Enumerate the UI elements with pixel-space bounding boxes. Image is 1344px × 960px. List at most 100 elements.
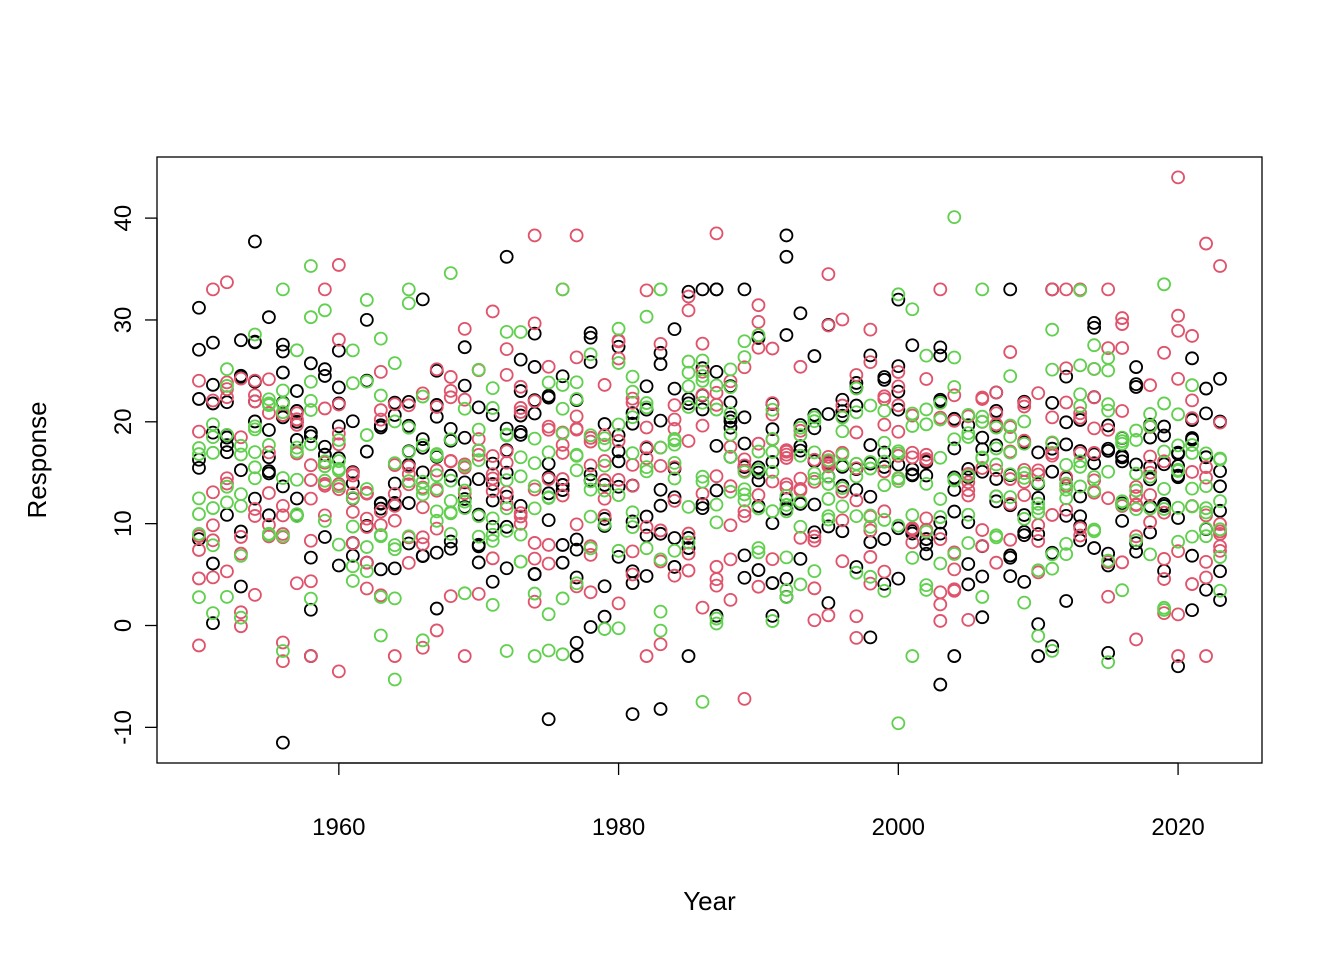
scatter-point [192, 543, 206, 557]
scatter-point [1073, 406, 1088, 421]
scatter-point [905, 450, 920, 465]
y-tick-label: 10 [110, 510, 137, 537]
scatter-point [206, 425, 220, 440]
scatter-point [765, 504, 780, 519]
scatter-point [975, 282, 990, 297]
scatter-point [275, 282, 290, 297]
scatter-point [611, 454, 626, 469]
scatter-point [751, 462, 766, 477]
scatter-point [1115, 494, 1130, 509]
scatter-point [303, 429, 318, 444]
scatter-point [373, 504, 388, 519]
scatter-point [919, 546, 934, 561]
scatter-point [1101, 441, 1116, 456]
scatter-point [905, 526, 920, 541]
scatter-point [583, 434, 598, 449]
scatter-point [555, 477, 570, 492]
scatter-point [331, 537, 346, 552]
scatter-point [303, 649, 318, 663]
scatter-point [681, 649, 696, 663]
scatter-point [611, 321, 626, 336]
scatter-point [415, 481, 430, 496]
scatter-point [653, 552, 668, 567]
scatter-point [737, 570, 752, 585]
scatter-point [863, 535, 878, 549]
scatter-point [1129, 483, 1144, 498]
scatter-point [220, 495, 234, 510]
scatter-point [905, 406, 920, 421]
y-tick-label: -10 [110, 710, 137, 745]
scatter-point [877, 513, 892, 527]
scatter-point [1087, 483, 1102, 498]
scatter-point [499, 473, 514, 488]
scatter-point [807, 349, 822, 363]
scatter-point [457, 494, 472, 509]
scatter-point [961, 407, 976, 422]
scatter-point [541, 419, 556, 434]
scatter-point [499, 342, 514, 357]
scatter-point [485, 511, 500, 526]
scatter-point [1017, 399, 1032, 414]
scatter-point [1031, 467, 1046, 482]
scatter-point [1059, 536, 1074, 551]
x-tick-label: 1980 [592, 814, 645, 841]
scatter-point [345, 476, 360, 491]
scatter-point [905, 468, 920, 483]
scatter-point [248, 388, 262, 403]
scatter-point [1129, 498, 1144, 512]
scatter-point [1059, 547, 1074, 561]
scatter-point [541, 375, 556, 390]
scatter-point [234, 524, 248, 539]
scatter-point [849, 376, 864, 390]
scatter-point [779, 550, 794, 565]
scatter-point [303, 473, 318, 487]
scatter-point [807, 497, 822, 512]
scatter-point [513, 554, 528, 569]
scatter-point [569, 649, 584, 663]
scatter-point [471, 362, 486, 377]
scatter-point [821, 608, 836, 623]
scatter-point [1185, 499, 1199, 514]
scatter-point [1185, 438, 1199, 452]
scatter-point [905, 508, 920, 522]
scatter-point [947, 583, 962, 598]
scatter-point [709, 559, 724, 574]
scatter-point [499, 368, 514, 382]
scatter-point [709, 385, 724, 400]
scatter-point [1101, 589, 1116, 604]
scatter-point [723, 362, 738, 377]
scatter-point [192, 447, 206, 461]
scatter-point [527, 649, 542, 663]
scatter-point [401, 556, 416, 570]
scatter-point [793, 359, 808, 374]
scatter-point [303, 533, 318, 548]
scatter-point [779, 498, 794, 512]
scatter-point [1171, 659, 1185, 674]
scatter-point [429, 623, 444, 638]
scatter-point [471, 539, 486, 554]
scatter-point [1171, 500, 1185, 515]
scatter-point [513, 499, 528, 513]
scatter-point [541, 472, 556, 486]
scatter-point [849, 381, 864, 396]
scatter-point [1199, 446, 1213, 461]
scatter-point [485, 449, 500, 463]
scatter-point [821, 596, 836, 610]
scatter-point [597, 491, 612, 506]
scatter-point [1199, 236, 1213, 251]
scatter-point [499, 455, 514, 470]
scatter-point [1059, 361, 1074, 376]
scatter-point [234, 447, 248, 462]
scatter-point [1017, 512, 1032, 526]
scatter-point [1073, 479, 1088, 494]
scatter-point [1003, 472, 1018, 486]
scatter-point [303, 458, 318, 473]
scatter-point [289, 343, 304, 358]
scatter-point [625, 391, 640, 406]
scatter-point [779, 443, 794, 457]
scatter-point [275, 471, 290, 485]
scatter-point [373, 412, 388, 427]
scatter-point [597, 478, 612, 492]
scatter-point [303, 310, 318, 325]
